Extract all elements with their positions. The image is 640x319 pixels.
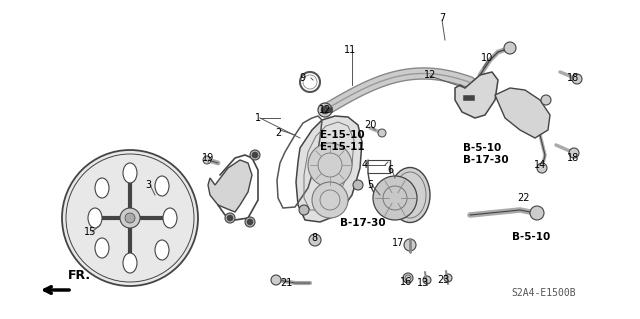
Circle shape (245, 217, 255, 227)
Circle shape (404, 239, 416, 251)
Text: 13: 13 (417, 278, 429, 288)
Circle shape (423, 276, 431, 284)
Text: 21: 21 (280, 278, 292, 288)
Text: 9: 9 (299, 73, 305, 83)
Circle shape (318, 103, 332, 117)
Polygon shape (495, 88, 550, 138)
Text: B-5-10: B-5-10 (512, 232, 550, 242)
Ellipse shape (155, 176, 169, 196)
Text: 2: 2 (275, 128, 281, 138)
Circle shape (203, 156, 211, 164)
Polygon shape (208, 160, 252, 212)
Text: 14: 14 (534, 160, 546, 170)
Circle shape (321, 106, 329, 114)
Circle shape (569, 148, 579, 158)
Text: 18: 18 (567, 153, 579, 163)
Text: 11: 11 (344, 45, 356, 55)
Circle shape (572, 74, 582, 84)
Circle shape (252, 152, 258, 158)
Text: 6: 6 (387, 165, 393, 175)
Text: S2A4-E1500B: S2A4-E1500B (512, 288, 576, 298)
Circle shape (373, 176, 417, 220)
Text: 5: 5 (367, 180, 373, 190)
Text: B-17-30: B-17-30 (340, 218, 386, 228)
Circle shape (250, 150, 260, 160)
Text: B-5-10: B-5-10 (463, 143, 501, 153)
Text: 17: 17 (392, 238, 404, 248)
Ellipse shape (95, 238, 109, 258)
Circle shape (125, 213, 135, 223)
Circle shape (120, 208, 140, 228)
Text: 12: 12 (319, 105, 331, 115)
Ellipse shape (123, 163, 137, 183)
Circle shape (378, 129, 386, 137)
Circle shape (247, 219, 253, 225)
Text: 16: 16 (400, 277, 412, 287)
Text: 3: 3 (145, 180, 151, 190)
Text: 8: 8 (311, 233, 317, 243)
Circle shape (504, 42, 516, 54)
Text: B-17-30: B-17-30 (463, 155, 509, 165)
Text: 15: 15 (84, 227, 96, 237)
Circle shape (225, 213, 235, 223)
Circle shape (530, 206, 544, 220)
Circle shape (537, 163, 547, 173)
Ellipse shape (123, 253, 137, 273)
Text: E-15-10: E-15-10 (320, 130, 365, 140)
Text: 10: 10 (481, 53, 493, 63)
Circle shape (353, 180, 363, 190)
Circle shape (541, 95, 551, 105)
Text: 1: 1 (255, 113, 261, 123)
Text: E-15-11: E-15-11 (320, 142, 365, 152)
Ellipse shape (88, 208, 102, 228)
Text: 23: 23 (437, 275, 449, 285)
Circle shape (444, 274, 452, 282)
Text: 12: 12 (424, 70, 436, 80)
Circle shape (309, 234, 321, 246)
Circle shape (227, 215, 233, 221)
Text: 22: 22 (518, 193, 531, 203)
Circle shape (308, 143, 352, 187)
Circle shape (312, 182, 348, 218)
Circle shape (271, 275, 281, 285)
Polygon shape (455, 72, 498, 118)
Circle shape (403, 273, 413, 283)
Text: 18: 18 (567, 73, 579, 83)
Ellipse shape (95, 178, 109, 198)
Ellipse shape (390, 167, 430, 222)
Polygon shape (296, 116, 362, 222)
Circle shape (62, 150, 198, 286)
Text: 7: 7 (439, 13, 445, 23)
Text: 19: 19 (202, 153, 214, 163)
Ellipse shape (155, 240, 169, 260)
Text: 20: 20 (364, 120, 376, 130)
Text: FR.: FR. (68, 269, 91, 282)
Text: 4: 4 (362, 160, 368, 170)
Circle shape (299, 205, 309, 215)
Ellipse shape (163, 208, 177, 228)
